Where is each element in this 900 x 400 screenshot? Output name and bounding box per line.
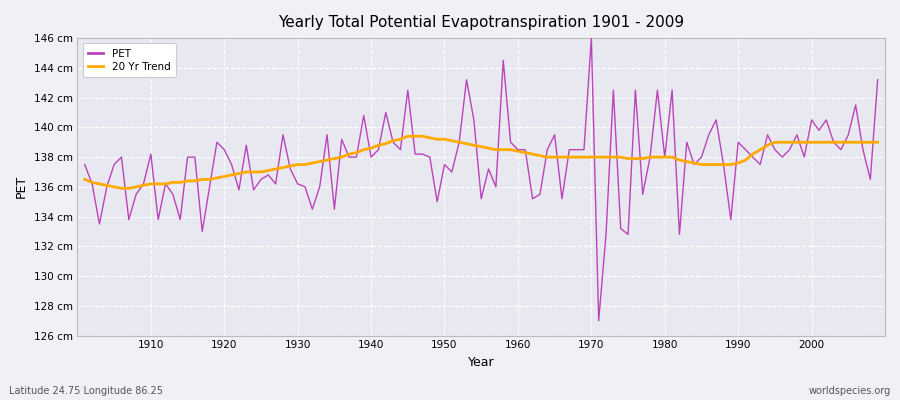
20 Yr Trend: [146, 182, 157, 186]
PET: [300, 184, 310, 189]
PET: [505, 140, 516, 145]
20 Yr Trend: [79, 177, 90, 182]
20 Yr Trend: [616, 155, 626, 160]
Title: Yearly Total Potential Evapotranspiration 1901 - 2009: Yearly Total Potential Evapotranspiratio…: [278, 15, 684, 30]
20 Yr Trend: [351, 150, 362, 155]
20 Yr Trend: [116, 186, 127, 191]
PET: [586, 36, 597, 40]
20 Yr Trend: [307, 161, 318, 166]
20 Yr Trend: [402, 134, 413, 139]
Text: worldspecies.org: worldspecies.org: [809, 386, 891, 396]
PET: [593, 318, 604, 323]
PET: [344, 155, 355, 160]
PET: [138, 182, 148, 186]
PET: [512, 147, 523, 152]
Line: 20 Yr Trend: 20 Yr Trend: [85, 136, 878, 188]
Text: Latitude 24.75 Longitude 86.25: Latitude 24.75 Longitude 86.25: [9, 386, 163, 396]
20 Yr Trend: [527, 152, 538, 156]
20 Yr Trend: [872, 140, 883, 145]
20 Yr Trend: [520, 150, 531, 155]
Line: PET: PET: [85, 38, 878, 321]
X-axis label: Year: Year: [468, 356, 494, 369]
PET: [79, 162, 90, 167]
Y-axis label: PET: PET: [15, 175, 28, 198]
PET: [872, 77, 883, 82]
Legend: PET, 20 Yr Trend: PET, 20 Yr Trend: [83, 43, 176, 77]
PET: [616, 226, 626, 231]
